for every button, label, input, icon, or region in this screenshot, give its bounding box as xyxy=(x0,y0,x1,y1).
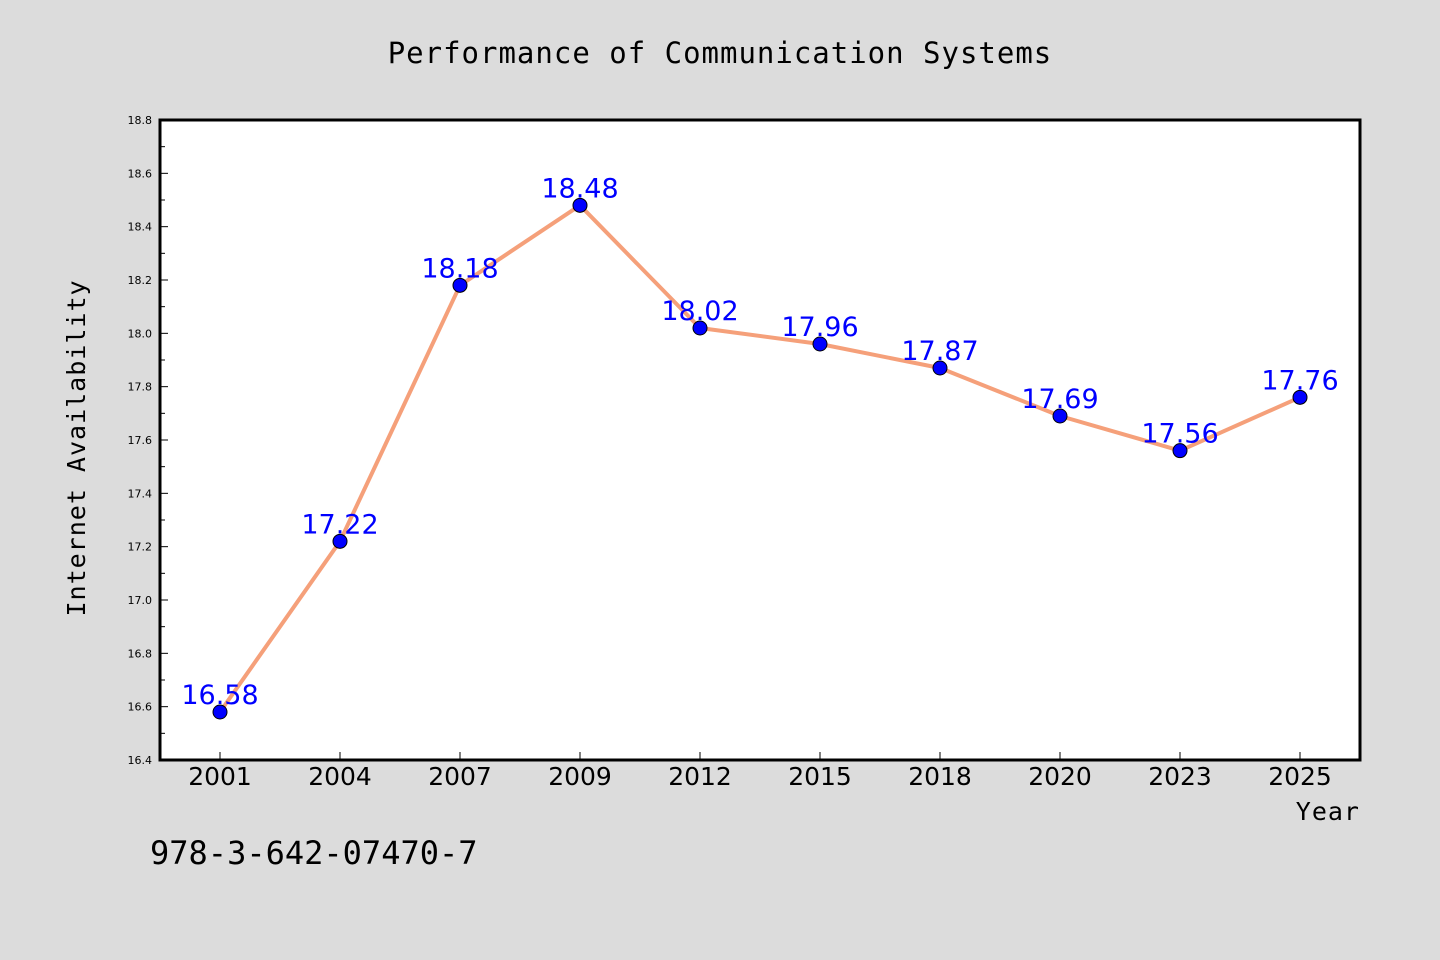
x-tick-label: 2009 xyxy=(548,762,612,791)
x-axis: 2001 2004 2007 2009 2012 2015 2018 2020 2023 2025 xyxy=(188,752,1332,791)
data-point xyxy=(692,320,708,336)
y-tick-label: 18.0 xyxy=(128,327,153,340)
x-tick-label: 2025 xyxy=(1268,762,1332,791)
data-label: 17.76 xyxy=(1261,365,1338,396)
data-point xyxy=(812,336,828,352)
data-label: 18.02 xyxy=(661,296,738,327)
y-axis-label: Internet Availability xyxy=(62,279,91,616)
data-point xyxy=(932,360,948,376)
data-point xyxy=(1052,408,1068,424)
data-label: 17.56 xyxy=(1141,419,1218,450)
footnote-code: 978-3-642-07470-7 xyxy=(150,834,478,872)
data-point xyxy=(212,704,228,720)
chart-title: Performance of Communication Systems xyxy=(388,36,1053,70)
plot-area xyxy=(158,118,1362,762)
data-label: 17.22 xyxy=(301,509,378,540)
data-point xyxy=(572,197,588,213)
x-tick-label: 2020 xyxy=(1028,762,1092,791)
y-tick-label: 16.8 xyxy=(128,647,153,660)
y-tick-label: 16.6 xyxy=(128,701,153,714)
y-tick-label: 18.4 xyxy=(128,221,153,234)
y-tick-label: 17.2 xyxy=(128,541,153,554)
data-point xyxy=(1172,443,1188,459)
x-axis-label: Year xyxy=(1296,797,1360,826)
y-tick-label: 17.6 xyxy=(128,434,153,447)
data-label: 16.58 xyxy=(181,680,258,711)
y-tick-label: 16.4 xyxy=(128,754,153,767)
y-axis: 16.4 16.6 16.8 17.0 17.2 17.4 17.6 17.8 18.0 18.2… xyxy=(128,114,168,767)
data-label: 17.69 xyxy=(1021,384,1098,415)
data-point xyxy=(452,277,468,293)
data-label: 17.87 xyxy=(901,336,978,367)
data-point xyxy=(332,533,348,549)
x-tick-label: 2018 xyxy=(908,762,972,791)
y-tick-label: 18.2 xyxy=(128,274,153,287)
series-line xyxy=(218,203,1301,714)
x-tick-label: 2007 xyxy=(428,762,492,791)
data-label: 18.48 xyxy=(541,173,618,204)
x-tick-label: 2012 xyxy=(668,762,732,791)
data-point xyxy=(1292,389,1308,405)
data-labels: 16.58 17.22 18.18 18.48 18.02 17.96 17.87 17.69… xyxy=(181,173,1338,711)
y-tick-label: 17.0 xyxy=(128,594,153,607)
data-label: 17.96 xyxy=(781,312,858,343)
y-tick-label: 17.4 xyxy=(128,487,153,500)
y-tick-label: 17.8 xyxy=(128,381,153,394)
data-label: 18.18 xyxy=(421,253,498,284)
y-tick-label: 18.6 xyxy=(128,167,153,180)
x-tick-label: 2023 xyxy=(1148,762,1212,791)
x-tick-label: 2001 xyxy=(188,762,252,791)
x-tick-label: 2015 xyxy=(788,762,852,791)
series-layer xyxy=(212,197,1308,720)
x-tick-label: 2004 xyxy=(308,762,372,791)
y-tick-label: 18.8 xyxy=(128,114,153,127)
